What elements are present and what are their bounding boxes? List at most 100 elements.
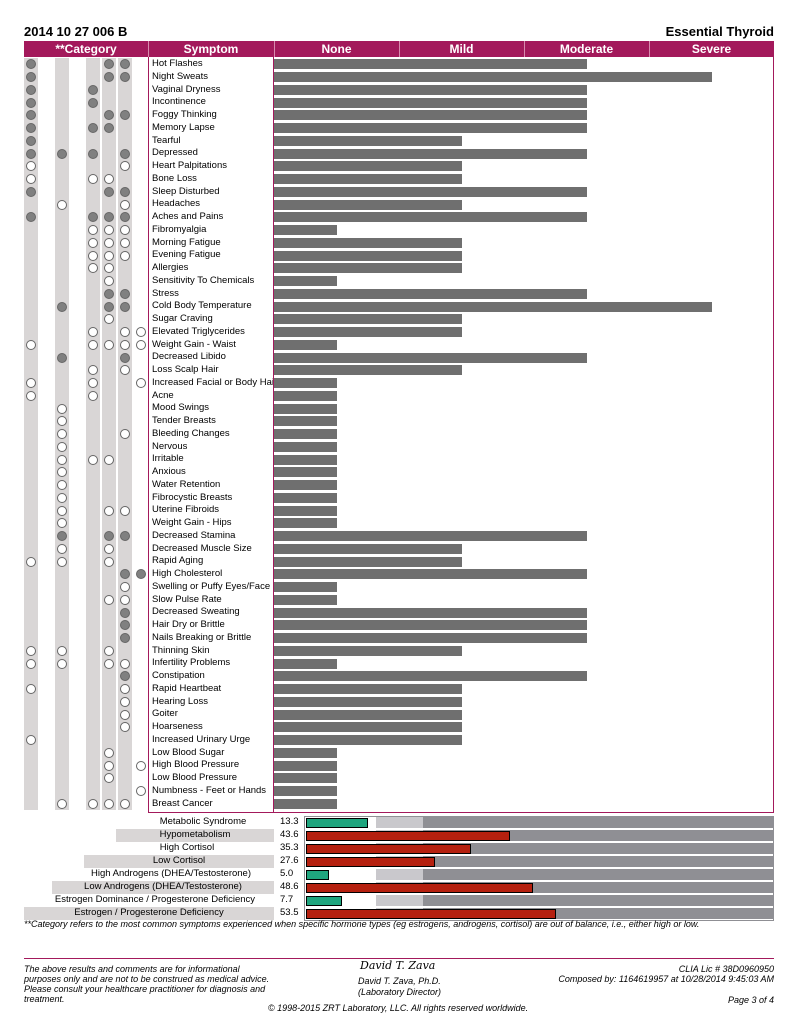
- severity-bar: [274, 161, 462, 172]
- category-dot-open: [26, 684, 36, 695]
- severity-bar: [274, 314, 462, 325]
- symptom-label: Rapid Aging: [152, 555, 204, 567]
- symptom-label: Uterine Fibroids: [152, 504, 220, 516]
- category-stripe: [102, 58, 116, 811]
- severity-bar: [274, 84, 587, 95]
- category-stripe: [24, 58, 38, 811]
- category-dot-filled: [120, 633, 130, 644]
- score-track-mid: [376, 817, 423, 828]
- category-dot-open: [104, 454, 114, 465]
- category-dot-filled: [57, 352, 67, 363]
- symptom-label: Low Blood Sugar: [152, 746, 225, 758]
- category-dot-open: [57, 543, 67, 554]
- category-dot-filled: [120, 671, 130, 682]
- symptom-label: Increased Urinary Urge: [152, 733, 251, 745]
- category-score-bar: [306, 843, 472, 854]
- symptom-label: Loss Scalp Hair: [152, 364, 219, 375]
- category-dot-filled: [57, 531, 67, 542]
- category-dot-open: [57, 798, 67, 809]
- category-dot-open: [26, 645, 36, 656]
- category-dot-filled: [104, 123, 114, 134]
- symptom-label: Evening Fatigue: [152, 249, 221, 261]
- symptom-label: Constipation: [152, 670, 205, 681]
- category-dot-open: [120, 365, 130, 376]
- symptom-label: Mood Swings: [152, 402, 210, 414]
- category-dot-open: [104, 276, 114, 287]
- symptom-label: Swelling or Puffy Eyes/Face: [152, 580, 271, 592]
- severity-bar: [274, 760, 337, 771]
- symptom-label: Sensitivity To Chemicals: [152, 274, 255, 286]
- category-dot-filled: [120, 288, 130, 299]
- category-dot-filled: [26, 212, 36, 223]
- composed-by: Composed by: 1164619957 at 10/28/2014 9:…: [558, 974, 774, 984]
- symptom-label: High Cholesterol: [152, 568, 223, 579]
- category-dot-open: [136, 760, 146, 771]
- category-dot-open: [120, 594, 130, 605]
- score-track-high: [423, 869, 774, 880]
- symptom-label: Night Sweats: [152, 70, 208, 82]
- category-dot-open: [57, 658, 67, 669]
- symptom-label: Thinning Skin: [152, 644, 210, 656]
- severity-bar: [274, 518, 337, 529]
- symptom-label: Decreased Muscle Size: [152, 542, 252, 554]
- severity-bar: [274, 569, 587, 580]
- symptom-label: Sleep Disturbed: [152, 185, 220, 197]
- category-dot-open: [120, 684, 130, 695]
- symptom-label: Heart Palpitations: [152, 160, 227, 171]
- severity-bar: [274, 620, 587, 631]
- category-dot-open: [57, 518, 67, 529]
- category-dot-open: [104, 760, 114, 771]
- symptom-label: Water Retention: [152, 478, 221, 490]
- category-dot-open: [120, 429, 130, 440]
- severity-bar: [274, 352, 587, 363]
- category-dot-open: [26, 658, 36, 669]
- symptom-label: Fibrocystic Breasts: [152, 491, 233, 503]
- category-dot-filled: [104, 288, 114, 299]
- category-score-label: Hypometabolism: [159, 829, 231, 840]
- disclaimer-line-4: treatment.: [24, 994, 65, 1004]
- category-score-bar: [306, 908, 557, 919]
- footer-divider: [24, 958, 774, 959]
- category-score-value: 13.3: [280, 816, 299, 827]
- category-dot-filled: [120, 72, 130, 83]
- category-dot-open: [57, 454, 67, 465]
- category-score-value: 27.6: [280, 855, 299, 866]
- category-score-value: 5.0: [280, 868, 294, 879]
- category-score-frame: [304, 816, 774, 921]
- symptom-label: Weight Gain - Hips: [152, 517, 232, 528]
- severity-bar: [274, 658, 337, 669]
- severity-bar: [274, 429, 337, 440]
- symptom-label: Numbness - Feet or Hands: [152, 784, 267, 796]
- category-dot-open: [120, 696, 130, 707]
- category-score-value: 48.6: [280, 881, 299, 892]
- category-score-bar: [306, 817, 369, 828]
- severity-bar: [274, 480, 337, 491]
- category-label-band: [116, 829, 274, 842]
- severity-bar-frame: [274, 57, 774, 813]
- category-dot-open: [57, 467, 67, 478]
- symptom-label: Low Blood Pressure: [152, 772, 238, 783]
- category-dot-filled: [88, 97, 98, 108]
- category-label-band: [52, 881, 274, 894]
- severity-bar: [274, 174, 462, 185]
- category-dot-open: [104, 225, 114, 236]
- category-dot-filled: [26, 72, 36, 83]
- category-dot-open: [136, 339, 146, 350]
- symptom-label: Tender Breasts: [152, 415, 216, 426]
- category-dot-filled: [120, 607, 130, 618]
- symptom-label: Infertility Problems: [152, 657, 231, 669]
- category-dot-open: [57, 441, 67, 452]
- category-dot-open: [26, 339, 36, 350]
- severity-bar: [274, 709, 462, 720]
- category-dot-filled: [88, 84, 98, 95]
- category-dot-open: [88, 390, 98, 401]
- category-score-label: Estrogen Dominance / Progesterone Defici…: [54, 894, 256, 905]
- category-label-band: [68, 868, 274, 881]
- category-dot-filled: [26, 110, 36, 121]
- category-dot-filled: [26, 59, 36, 70]
- category-dot-open: [88, 327, 98, 338]
- severity-bar: [274, 747, 337, 758]
- score-track-high: [423, 817, 774, 828]
- symptom-label: Elevated Triglycerides: [152, 325, 245, 337]
- symptom-label: Stress: [152, 287, 179, 299]
